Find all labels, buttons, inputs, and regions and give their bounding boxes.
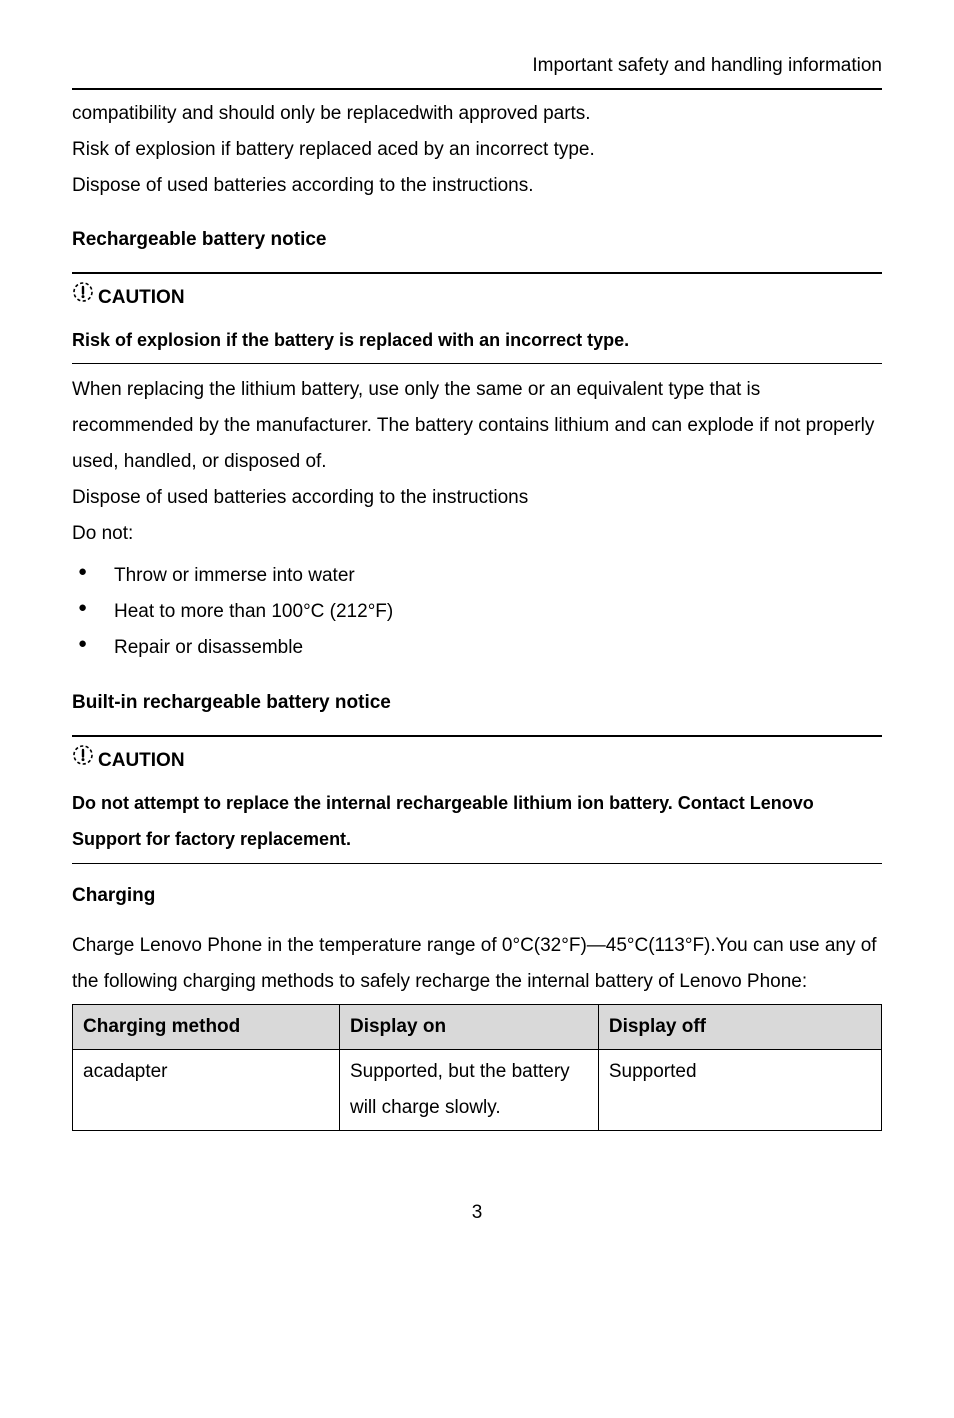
col-header-method: Charging method [73,1004,340,1049]
section1-paragraph-1: When replacing the lithium battery, use … [72,372,882,480]
heading-charging: Charging [72,878,882,914]
section1-paragraph-3: Do not: [72,516,882,552]
section2-body: Do not attempt to replace the internal r… [72,785,882,857]
col-header-display-on: Display on [339,1004,598,1049]
divider [72,863,882,864]
intro-paragraph-1: compatibility and should only be replace… [72,96,882,132]
section1-paragraph-2: Dispose of used batteries according to t… [72,480,882,516]
list-item: Heat to more than 100°C (212°F) [72,594,882,630]
caution-row-1: CAUTION [72,280,882,316]
caution-label-2: CAUTION [98,743,185,779]
table-header-row: Charging method Display on Display off [73,1004,882,1049]
table-row: acadapter Supported, but the battery wil… [73,1050,882,1131]
caution-icon [72,280,94,316]
cell-display-on: Supported, but the battery will charge s… [339,1050,598,1131]
divider [72,272,882,274]
list-item: Repair or disassemble [72,630,882,666]
charging-table: Charging method Display on Display off a… [72,1004,882,1131]
section3-paragraph: Charge Lenovo Phone in the temperature r… [72,928,882,1000]
intro-paragraph-3: Dispose of used batteries according to t… [72,168,882,204]
cell-method: acadapter [73,1050,340,1131]
divider [72,735,882,737]
page-number: 3 [72,1195,882,1231]
running-header: Important safety and handling informatio… [72,48,882,90]
do-not-list: Throw or immerse into water Heat to more… [72,558,882,666]
intro-paragraph-2: Risk of explosion if battery replaced ac… [72,132,882,168]
caution-label-1: CAUTION [98,280,185,316]
divider [72,363,882,364]
risk-line: Risk of explosion if the battery is repl… [72,323,882,357]
cell-display-off: Supported [598,1050,881,1131]
heading-builtin-battery: Built-in rechargeable battery notice [72,685,882,721]
caution-icon [72,743,94,779]
col-header-display-off: Display off [598,1004,881,1049]
caution-row-2: CAUTION [72,743,882,779]
list-item: Throw or immerse into water [72,558,882,594]
heading-rechargeable-battery: Rechargeable battery notice [72,222,882,258]
